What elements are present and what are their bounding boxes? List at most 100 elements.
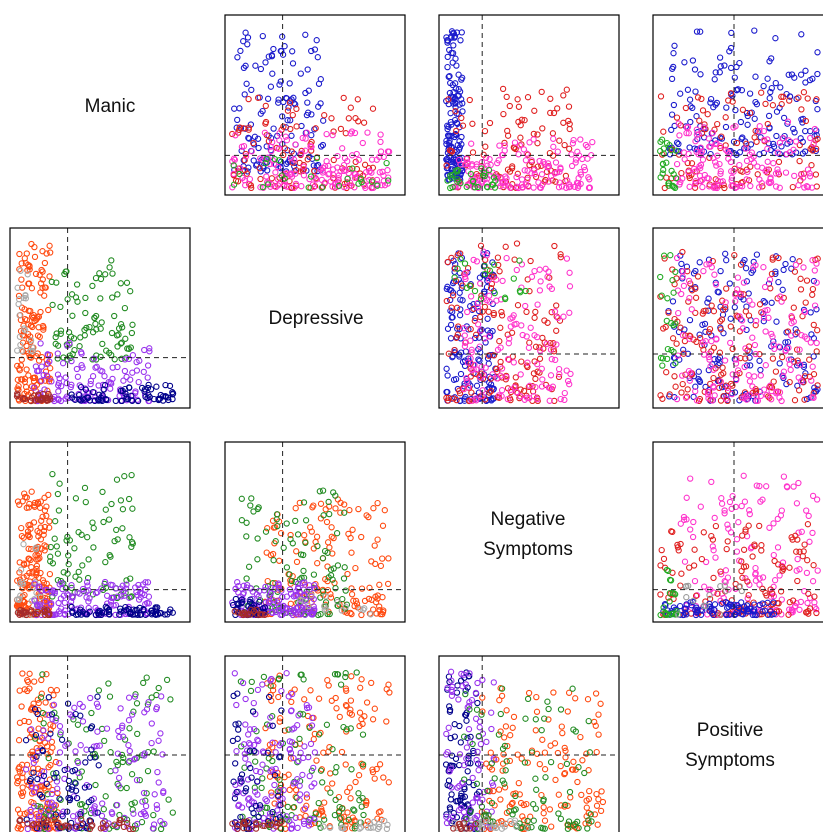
data-point bbox=[44, 611, 52, 619]
data-point bbox=[486, 298, 493, 306]
data-point bbox=[788, 265, 795, 272]
data-point bbox=[517, 289, 524, 296]
data-point bbox=[743, 278, 751, 285]
data-point bbox=[287, 531, 294, 539]
data-point bbox=[493, 276, 500, 283]
data-point bbox=[21, 255, 28, 262]
data-point bbox=[476, 357, 483, 364]
scatter-panel-r3-c1 bbox=[224, 655, 406, 832]
data-point bbox=[672, 383, 679, 390]
data-point bbox=[112, 767, 119, 774]
data-point bbox=[742, 526, 749, 533]
data-point bbox=[678, 260, 685, 268]
data-point bbox=[682, 394, 690, 401]
data-point bbox=[248, 678, 255, 686]
data-point bbox=[53, 687, 61, 694]
data-point bbox=[770, 551, 777, 559]
data-point bbox=[449, 59, 456, 66]
data-point bbox=[99, 397, 106, 405]
data-point bbox=[79, 364, 86, 371]
data-point bbox=[711, 126, 718, 133]
data-point bbox=[716, 359, 723, 367]
data-point bbox=[48, 711, 56, 718]
data-point bbox=[35, 765, 42, 772]
data-point bbox=[37, 807, 45, 815]
data-point bbox=[131, 693, 139, 700]
data-point bbox=[750, 159, 758, 166]
data-point bbox=[691, 546, 698, 553]
data-point bbox=[374, 595, 381, 602]
data-point bbox=[720, 599, 727, 606]
data-point bbox=[319, 555, 327, 562]
data-point bbox=[500, 110, 507, 118]
data-point bbox=[308, 592, 315, 599]
data-point bbox=[481, 303, 489, 311]
data-point bbox=[366, 610, 374, 617]
data-point bbox=[50, 701, 58, 708]
data-point bbox=[273, 516, 280, 523]
data-point bbox=[801, 184, 808, 191]
data-point bbox=[711, 76, 718, 83]
data-point bbox=[275, 581, 282, 589]
data-point bbox=[234, 54, 241, 61]
data-point bbox=[69, 312, 76, 319]
data-point bbox=[128, 610, 135, 617]
data-point bbox=[372, 560, 379, 568]
data-point bbox=[26, 670, 33, 677]
data-point bbox=[675, 547, 682, 554]
data-point bbox=[520, 387, 528, 395]
data-point bbox=[341, 564, 348, 571]
data-point bbox=[714, 590, 721, 597]
panel-frame bbox=[438, 227, 620, 409]
data-point bbox=[511, 256, 518, 263]
data-point bbox=[734, 274, 742, 281]
data-point bbox=[99, 820, 107, 827]
data-point bbox=[801, 308, 808, 315]
data-point bbox=[319, 167, 326, 174]
data-point bbox=[373, 156, 380, 163]
data-point bbox=[518, 358, 525, 365]
data-point bbox=[373, 610, 380, 617]
data-point bbox=[31, 502, 38, 509]
data-point bbox=[531, 166, 538, 174]
data-point bbox=[321, 816, 328, 823]
data-point bbox=[293, 588, 300, 595]
data-point bbox=[444, 372, 451, 379]
data-point bbox=[43, 671, 50, 678]
data-point bbox=[478, 180, 485, 187]
data-point bbox=[534, 301, 541, 308]
data-point bbox=[153, 704, 161, 711]
data-point bbox=[97, 325, 104, 332]
data-point bbox=[250, 139, 257, 147]
data-point bbox=[711, 271, 718, 278]
data-point bbox=[710, 574, 717, 582]
data-point bbox=[501, 139, 508, 147]
data-point bbox=[760, 136, 768, 144]
data-point bbox=[72, 294, 80, 301]
data-point bbox=[790, 125, 797, 133]
data-point bbox=[135, 581, 142, 589]
data-point bbox=[247, 596, 254, 603]
data-point bbox=[51, 802, 58, 809]
data-point bbox=[766, 524, 773, 531]
data-point bbox=[794, 555, 801, 563]
data-point bbox=[681, 59, 688, 66]
data-point bbox=[259, 775, 266, 782]
data-point bbox=[90, 805, 98, 812]
data-point bbox=[169, 609, 176, 616]
data-point bbox=[22, 766, 30, 773]
data-point bbox=[669, 298, 677, 305]
data-point bbox=[804, 183, 812, 191]
data-point bbox=[56, 723, 64, 730]
data-point bbox=[108, 594, 115, 601]
data-point bbox=[538, 171, 546, 178]
data-point bbox=[807, 134, 814, 142]
data-point bbox=[526, 339, 533, 346]
data-point bbox=[534, 131, 541, 138]
data-point bbox=[515, 103, 523, 110]
data-point bbox=[793, 548, 800, 555]
data-point bbox=[754, 171, 761, 178]
data-point bbox=[25, 372, 32, 379]
data-point bbox=[95, 609, 102, 617]
data-point bbox=[560, 313, 567, 320]
